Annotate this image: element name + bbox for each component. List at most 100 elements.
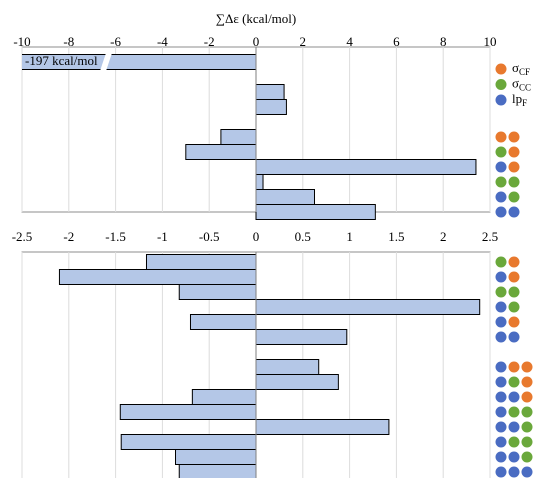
orbital-icon [508, 361, 520, 373]
bar [191, 389, 257, 405]
legend-symbol: σ [512, 60, 519, 75]
orbital-icon [495, 271, 507, 283]
legend-swatch [495, 79, 507, 90]
x-tick-label: 4 [346, 34, 353, 49]
x-tick-label: -2 [63, 229, 74, 244]
orbital-icon [508, 376, 520, 388]
orbital-icon [495, 286, 507, 298]
legend-symbol: lp [512, 91, 522, 106]
x-tick-label: -1.5 [105, 229, 126, 244]
orbital-icon [495, 256, 507, 268]
legend-swatch [495, 63, 507, 75]
orbital-icon [508, 131, 520, 143]
x-tick-label: 1.5 [388, 229, 404, 244]
legend-label: lpF [512, 91, 527, 108]
x-tick-label: -6 [110, 34, 121, 49]
orbital-icon [521, 466, 533, 478]
orbital-icon [495, 466, 507, 478]
orbital-icon [495, 191, 507, 203]
x-tick-label: -0.5 [199, 229, 220, 244]
orbital-icon [495, 421, 507, 433]
x-tick-label: 2 [440, 229, 447, 244]
orbital-icon [521, 451, 533, 463]
orbital-icon [508, 301, 520, 313]
orbital-icon [508, 146, 520, 158]
bar [220, 129, 257, 145]
orbital-icon [508, 406, 520, 418]
x-tick-label: -10 [13, 34, 30, 49]
x-tick-label: 8 [440, 34, 447, 49]
x-tick-label: -4 [157, 34, 168, 49]
x-tick-label: 6 [393, 34, 400, 49]
bar [255, 174, 264, 190]
bar [255, 189, 315, 205]
orbital-icon [508, 256, 520, 268]
orbital-icon [521, 421, 533, 433]
x-tick-label: 2.5 [482, 229, 498, 244]
orbital-icon [495, 301, 507, 313]
orbital-icon [495, 176, 507, 188]
orbital-icon [495, 451, 507, 463]
orbital-icon [521, 361, 533, 373]
bars [58, 254, 481, 478]
bar [255, 159, 477, 175]
bar [178, 284, 257, 300]
orbital-icon [495, 361, 507, 373]
orbital-icon [508, 331, 520, 343]
orbital-icon [521, 391, 533, 403]
orbital-icon [495, 391, 507, 403]
x-tick-label: 10 [484, 34, 497, 49]
orbital-icon [508, 191, 520, 203]
orbital-icon [521, 436, 533, 448]
bar [255, 374, 339, 390]
bar [255, 359, 320, 375]
orbital-icon [495, 316, 507, 328]
bar [178, 464, 257, 478]
x-tick-label: -1 [157, 229, 168, 244]
orbital-icon [508, 271, 520, 283]
bar [185, 144, 257, 160]
orbital-icon [508, 206, 520, 218]
legend-label: σCF [512, 60, 530, 77]
orbital-icon [508, 421, 520, 433]
orbital-icon [508, 436, 520, 448]
legend-subscript: CF [519, 67, 530, 77]
orbital-icon [495, 131, 507, 143]
x-tick-label: -2.5 [12, 229, 33, 244]
x-tick-label: 0.5 [295, 229, 311, 244]
bar [145, 254, 257, 270]
x-axis-label: ∑Δε (kcal/mol) [216, 11, 296, 26]
orbital-icon [495, 436, 507, 448]
bar [189, 314, 257, 330]
legend-subscript: F [522, 98, 527, 108]
orbital-icon [495, 206, 507, 218]
legend-subscript: CC [519, 83, 531, 93]
bar [255, 419, 390, 435]
orbital-icon [508, 451, 520, 463]
orbital-icon [521, 376, 533, 388]
bar [58, 269, 257, 285]
orbital-icon [495, 406, 507, 418]
bar [255, 329, 348, 345]
x-tick-label: 1 [346, 229, 353, 244]
legend-symbol: σ [512, 75, 519, 90]
bar [255, 204, 376, 220]
bar [255, 99, 287, 115]
orbital-icon [508, 316, 520, 328]
bar [120, 434, 257, 450]
orbital-icon [508, 286, 520, 298]
bar [119, 404, 257, 420]
x-tick-label: -8 [63, 34, 74, 49]
orbital-icon [521, 406, 533, 418]
x-tick-label: 0 [253, 229, 260, 244]
orbital-icon [508, 391, 520, 403]
value-label: -197 kcal/mol [25, 53, 98, 68]
x-tick-label: -2 [204, 34, 215, 49]
bar [175, 449, 257, 465]
orbital-icon [495, 161, 507, 173]
orbital-icon [508, 466, 520, 478]
legend-swatch [495, 94, 507, 106]
orbital-icon [508, 161, 520, 173]
legend-label: σCC [512, 75, 531, 92]
